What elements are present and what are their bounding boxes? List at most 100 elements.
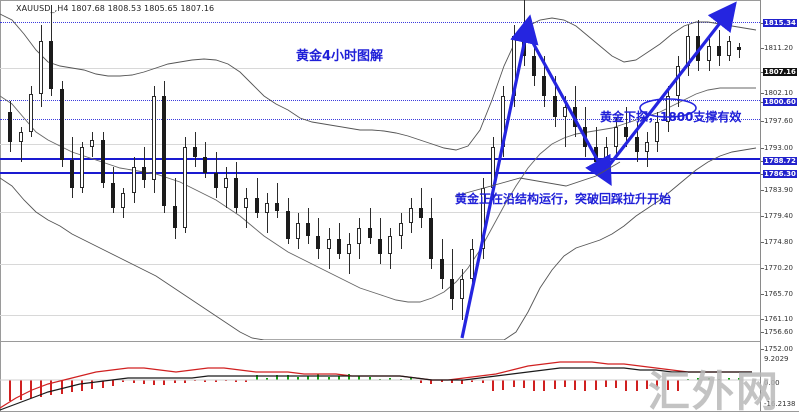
price-axis-label[interactable]: 1788.72 bbox=[763, 157, 797, 165]
axis-tick-mark bbox=[761, 349, 764, 350]
price-axis-label[interactable]: 1786.30 bbox=[763, 170, 797, 178]
leader-line bbox=[454, 161, 621, 197]
candle-body bbox=[440, 258, 444, 280]
macd-histogram-bar bbox=[245, 380, 247, 383]
candle-body bbox=[737, 47, 741, 50]
resistance-dotted-line bbox=[0, 22, 760, 23]
candle-body bbox=[203, 157, 207, 173]
price-axis-label[interactable]: 1807.16 bbox=[763, 68, 797, 76]
candle-body bbox=[183, 147, 187, 229]
macd-histogram-bar bbox=[256, 374, 258, 380]
candle-body bbox=[450, 279, 454, 300]
axis-tick-mark bbox=[761, 148, 764, 149]
price-chart-pane[interactable]: 黄金4小时图解 黄金下探，1800支撑有效 黄金正在沿结构运行，突破回踩拉升开始 bbox=[0, 0, 760, 340]
macd-histogram-bar bbox=[276, 375, 278, 380]
candle-body bbox=[162, 96, 166, 206]
bollinger-bands bbox=[0, 13, 757, 340]
macd-histogram-bar bbox=[153, 380, 155, 385]
candle-body bbox=[255, 197, 259, 214]
macd-histogram-bar bbox=[102, 380, 104, 388]
candle-body bbox=[635, 137, 639, 153]
macd-histogram-bar bbox=[204, 380, 206, 382]
candle-body bbox=[707, 45, 711, 61]
candle-body bbox=[563, 106, 567, 117]
macd-histogram-bar bbox=[471, 380, 473, 382]
annotation-structure: 黄金正在沿结构运行，突破回踩拉升开始 bbox=[455, 192, 672, 206]
macd-histogram-bar bbox=[595, 380, 597, 391]
candle-body bbox=[8, 111, 12, 143]
candle-body bbox=[717, 45, 721, 56]
macd-indicator-pane[interactable]: MACD(12,26,9) 4.3267 3.2159 2.2216 0.000… bbox=[0, 341, 760, 412]
macd-histogram-bar bbox=[461, 380, 463, 385]
macd-histogram-bar bbox=[297, 377, 299, 380]
candle-body bbox=[49, 40, 53, 89]
annotation-support: 黄金下探，1800支撑有效 bbox=[600, 110, 742, 124]
price-axis-label: 1761.10 bbox=[764, 315, 793, 323]
candle-body bbox=[532, 55, 536, 77]
macd-axis-label: 9.2029 bbox=[764, 355, 789, 363]
candle-body bbox=[645, 142, 649, 153]
candle-wick bbox=[565, 96, 566, 148]
candle-body bbox=[39, 40, 43, 94]
candle-body bbox=[409, 208, 413, 224]
candle-body bbox=[327, 238, 331, 249]
macd-histogram-bar bbox=[482, 380, 484, 384]
candle-body bbox=[193, 147, 197, 158]
candle-body bbox=[553, 96, 557, 117]
candle-body bbox=[90, 139, 94, 148]
axis-tick-mark bbox=[761, 121, 764, 122]
macd-histogram-bar bbox=[677, 380, 679, 392]
candle-body bbox=[347, 243, 351, 254]
price-axis-label[interactable]: 1800.60 bbox=[763, 98, 797, 106]
price-axis-label: 1779.40 bbox=[764, 212, 793, 220]
axis-tick-mark bbox=[761, 216, 764, 217]
candle-body bbox=[368, 228, 372, 239]
down-arrow-leg bbox=[525, 31, 612, 187]
axis-tick-mark bbox=[761, 319, 764, 320]
candle-body bbox=[142, 167, 146, 181]
grid-line bbox=[0, 264, 760, 265]
symbol-quote-header: XAUUSD_,H4 1807.68 1808.53 1805.65 1807.… bbox=[16, 4, 215, 13]
macd-histogram-bar bbox=[133, 380, 135, 384]
candle-wick bbox=[21, 126, 22, 163]
candle-body bbox=[214, 172, 218, 188]
candle-body bbox=[29, 93, 33, 132]
grid-line bbox=[0, 315, 760, 316]
price-axis-label: 1811.20 bbox=[764, 44, 793, 52]
macd-histogram-bar bbox=[625, 380, 627, 391]
candle-body bbox=[378, 238, 382, 254]
candle-body bbox=[429, 218, 433, 259]
macd-axis-label: -16.2138 bbox=[764, 400, 796, 408]
macd-histogram-bar bbox=[215, 380, 217, 383]
grid-line bbox=[0, 68, 760, 69]
price-axis-label: 1793.00 bbox=[764, 144, 793, 152]
candle-wick bbox=[349, 233, 350, 275]
macd-histogram-bar bbox=[513, 380, 515, 388]
highlight-ellipse bbox=[639, 98, 697, 118]
macd-histogram-bar bbox=[40, 380, 42, 397]
price-axis-label: 1770.20 bbox=[764, 264, 793, 272]
macd-histogram-bar bbox=[328, 376, 330, 380]
price-axis-label: 1765.70 bbox=[764, 290, 793, 298]
price-axis-label: 1783.90 bbox=[764, 186, 793, 194]
candle-body bbox=[296, 223, 300, 239]
axis-tick-mark bbox=[761, 190, 764, 191]
macd-histogram-bar bbox=[728, 378, 730, 380]
macd-histogram-bar bbox=[122, 380, 124, 383]
macd-histogram-bar bbox=[61, 380, 63, 394]
axis-tick-mark bbox=[761, 174, 764, 175]
price-axis-label[interactable]: 1815.34 bbox=[763, 19, 797, 27]
axis-tick-mark bbox=[761, 48, 764, 49]
macd-histogram-bar bbox=[338, 376, 340, 380]
macd-histogram-bar bbox=[174, 380, 176, 384]
macd-histogram-bar bbox=[574, 380, 576, 390]
macd-histogram-bar bbox=[400, 378, 402, 380]
candle-body bbox=[399, 223, 403, 236]
grid-line bbox=[0, 144, 760, 145]
macd-histogram-bar bbox=[143, 380, 145, 385]
axis-tick-mark bbox=[761, 93, 764, 94]
macd-histogram-bar bbox=[584, 380, 586, 392]
macd-histogram-bar bbox=[605, 380, 607, 388]
price-axis[interactable]: 1815.34 1811.20 1807.16 1802.10 1800.60 1797.… bbox=[760, 0, 799, 411]
